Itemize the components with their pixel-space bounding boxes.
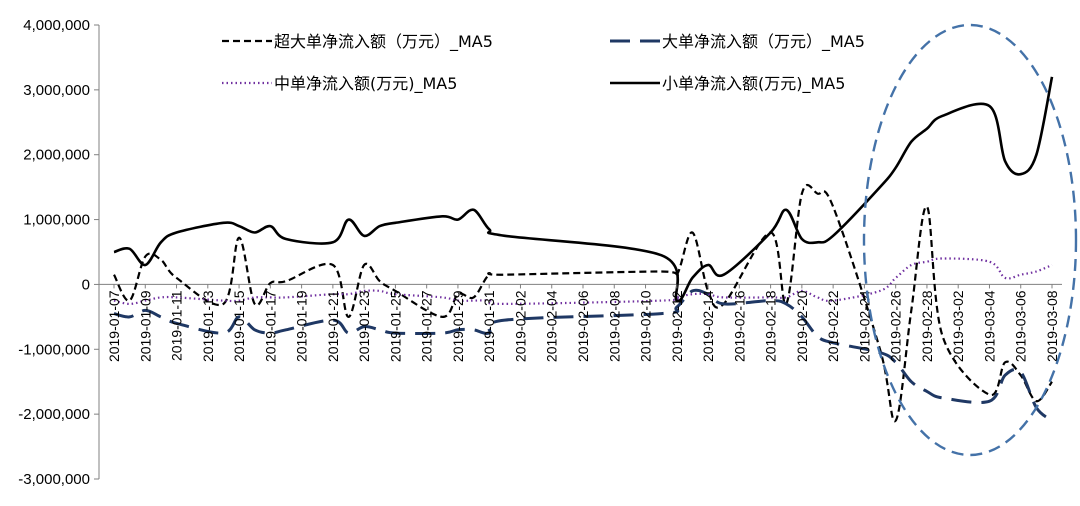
- x-tick-label: 2019-02-12: [669, 290, 685, 362]
- x-tick-label: 2019-01-11: [169, 290, 185, 361]
- legend-label-1: 超大单净流入额（万元）_MA5: [274, 32, 493, 52]
- x-tick-label: 2019-03-04: [981, 290, 997, 362]
- x-tick-label: 2019-02-14: [700, 290, 716, 362]
- x-tick-label: 2019-01-27: [419, 290, 435, 362]
- x-tick-label: 2019-02-22: [825, 290, 841, 362]
- y-tick-label: 1,000,000: [23, 212, 90, 229]
- series-layer: [113, 76, 1054, 423]
- series-line-4: [113, 76, 1054, 303]
- annotation: [862, 23, 1078, 457]
- x-tick-label: 2019-03-06: [1013, 290, 1029, 362]
- x-tick-label: 2019-01-31: [481, 290, 497, 362]
- x-tick-label: 2019-02-08: [606, 290, 622, 362]
- x-tick-label: 2019-02-04: [544, 290, 560, 362]
- x-tick-label: 2019-01-23: [356, 290, 372, 362]
- highlight-ellipse: [862, 23, 1078, 457]
- x-tick-label: 2019-02-24: [856, 290, 872, 362]
- x-tick-label: 2019-02-06: [575, 290, 591, 362]
- legend-label-2: 大单净流入额（万元）_MA5: [662, 32, 865, 52]
- x-tick-label: 2019-01-29: [450, 290, 466, 362]
- x-tick-label: 2019-02-10: [638, 290, 654, 362]
- series-line-2: [113, 288, 1053, 422]
- y-axis: 4,000,000 3,000,000 2,000,000 1,000,000 0 -1,…: [18, 17, 100, 488]
- x-tick-label: 2019-01-13: [200, 290, 216, 362]
- x-tick-label: 2019-02-26: [888, 290, 904, 362]
- y-tick-label: 0: [82, 276, 90, 293]
- y-tick-label: -1,000,000: [18, 341, 90, 358]
- x-tick-label: 2019-01-15: [231, 290, 247, 362]
- x-tick-label: 2019-02-02: [512, 290, 528, 362]
- legend-label-4: 小单净流入额(万元)_MA5: [662, 74, 845, 94]
- x-axis: 2019-01-07 2019-01-09 2019-01-11 2019-01-13…: [106, 284, 1060, 362]
- y-tick-label: 4,000,000: [23, 17, 90, 34]
- x-tick-label: 2019-03-08: [1044, 290, 1060, 362]
- x-tick-label: 2019-01-25: [387, 290, 403, 362]
- x-tick-label: 2019-02-20: [794, 290, 810, 362]
- x-tick-label: 2019-01-21: [325, 290, 341, 362]
- x-tick-label: 2019-01-09: [137, 290, 153, 362]
- x-tick-label: 2019-01-19: [294, 290, 310, 362]
- y-tick-label: 2,000,000: [23, 147, 90, 164]
- x-tick-label: 2019-01-17: [262, 290, 278, 362]
- x-tick-label: 2019-01-07: [106, 290, 122, 362]
- x-tick-label: 2019-02-28: [919, 290, 935, 362]
- x-tick-label: 2019-02-16: [731, 290, 747, 362]
- y-tick-label: -2,000,000: [18, 406, 90, 423]
- x-tick-label: 2019-03-02: [950, 290, 966, 362]
- y-tick-label: 3,000,000: [23, 82, 90, 99]
- y-tick-label: -3,000,000: [18, 471, 90, 488]
- legend-label-3: 中单净流入额(万元)_MA5: [274, 74, 457, 94]
- series-line-3: [113, 257, 1053, 305]
- legend: 超大单净流入额（万元）_MA5 大单净流入额（万元）_MA5 中单净流入额(万元)_…: [222, 32, 865, 94]
- x-tick-label: 2019-02-18: [763, 290, 779, 362]
